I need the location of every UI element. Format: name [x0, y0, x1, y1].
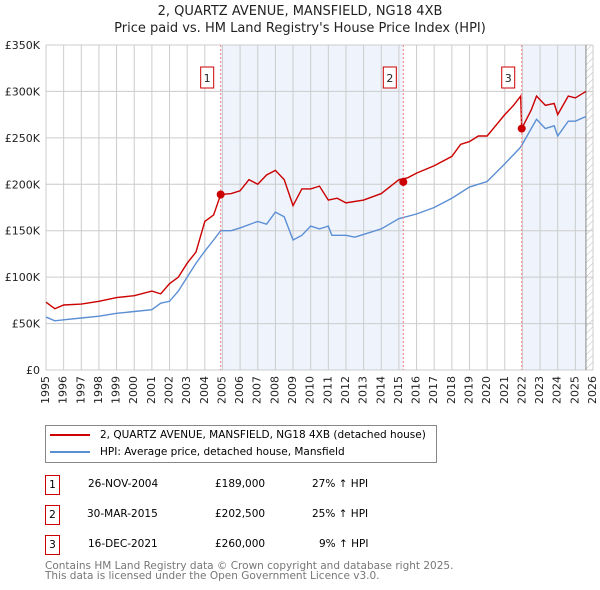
legend: 2, QUARTZ AVENUE, MANSFIELD, NG18 4XB (d…	[45, 425, 437, 463]
legend-label: 2, QUARTZ AVENUE, MANSFIELD, NG18 4XB (d…	[100, 429, 426, 441]
footer-copyright: Contains HM Land Registry data © Crown c…	[45, 560, 454, 572]
price-chart: 1995 1996 1997 1998 1999 2000 2001 2002 2003 2004…	[5, 39, 599, 404]
sale-marker: 1	[45, 475, 60, 495]
y-tick-label: £0	[26, 364, 40, 377]
x-tick-label: 2018	[445, 376, 458, 404]
x-tick-label: 2026	[586, 376, 599, 404]
sale-date: 30-MAR-2015	[87, 508, 158, 520]
x-tick-label: 2022	[515, 376, 528, 404]
x-tick-label: 2010	[304, 376, 317, 404]
x-tick-label: 2015	[392, 376, 405, 404]
sale-price: £260,000	[215, 538, 266, 550]
x-tick-label: 2021	[498, 376, 511, 404]
sale-marker: 3	[45, 535, 60, 555]
sale-label-box	[200, 66, 215, 89]
x-tick-label: 2013	[357, 376, 370, 404]
x-tick-label: 2023	[533, 376, 546, 404]
legend-item-property: 2, QUARTZ AVENUE, MANSFIELD, NG18 4XB (d…	[50, 429, 426, 441]
x-tick-label: 1996	[57, 376, 70, 404]
x-tick-label: 2020	[480, 376, 493, 404]
legend-label: HPI: Average price, detached house, Mans…	[100, 446, 345, 458]
sale-label: 3	[505, 72, 512, 85]
x-tick-label: 1995	[39, 376, 52, 404]
x-tick-label: 2006	[233, 376, 246, 404]
y-tick-label: £50K	[12, 318, 41, 331]
legend-swatch-blue	[50, 451, 90, 453]
x-tick-label: 2003	[180, 376, 193, 404]
sale-hpi: 25% ↑ HPI	[312, 508, 369, 520]
sale-label: 1	[204, 72, 211, 85]
sale-date: 26-NOV-2004	[88, 478, 159, 490]
sale-label-box	[501, 66, 516, 89]
x-tick-label: 2011	[321, 376, 334, 404]
x-tick-label: 2024	[551, 376, 564, 404]
x-tick-label: 2017	[427, 376, 440, 404]
y-tick-label: £300K	[5, 85, 41, 98]
y-tick-label: £200K	[5, 178, 41, 191]
x-tick-label: 2002	[163, 376, 176, 404]
sale-point	[399, 177, 408, 186]
sale-period-shading	[220, 45, 404, 370]
x-tick-label: 2004	[198, 376, 211, 404]
x-tick-label: 2001	[145, 376, 158, 404]
x-tick-label: 1998	[92, 376, 105, 404]
footer-licence: This data is licensed under the Open Gov…	[45, 570, 380, 582]
sale-hpi: 9% ↑ HPI	[319, 538, 369, 550]
x-tick-label: 2014	[374, 376, 387, 404]
chart-title: 2, QUARTZ AVENUE, MANSFIELD, NG18 4XB	[157, 4, 443, 19]
x-tick-label: 2025	[568, 376, 581, 404]
x-tick-label: 2009	[286, 376, 299, 404]
sale-label: 2	[386, 72, 393, 85]
sale-date: 16-DEC-2021	[88, 538, 158, 550]
x-tick-label: 2000	[127, 376, 140, 404]
x-tick-label: 2005	[215, 376, 228, 404]
sale-point	[216, 190, 225, 199]
sale-hpi: 27% ↑ HPI	[312, 478, 369, 490]
y-tick-label: £150K	[5, 225, 41, 238]
x-tick-label: 2016	[410, 376, 423, 404]
sale-price: £202,500	[215, 508, 266, 520]
sale-period-shading	[521, 45, 586, 370]
forecast-hatch	[585, 45, 593, 370]
sale-label-box	[382, 66, 397, 89]
x-tick-label: 1997	[74, 376, 87, 404]
property-price-line	[45, 90, 587, 310]
y-tick-label: £100K	[5, 271, 41, 284]
x-tick-label: 2007	[251, 376, 264, 404]
chart-subtitle: Price paid vs. HM Land Registry's House …	[114, 21, 486, 36]
sale-price: £189,000	[215, 478, 266, 490]
x-tick-label: 1999	[110, 376, 123, 404]
x-tick-label: 2019	[462, 376, 475, 404]
hpi-line	[45, 115, 587, 322]
x-tick-label: 2008	[268, 376, 281, 404]
sale-point	[517, 124, 526, 133]
sale-marker: 2	[45, 505, 60, 525]
legend-swatch-red	[50, 434, 90, 436]
y-tick-label: £350K	[5, 39, 41, 52]
y-tick-label: £250K	[5, 132, 41, 145]
legend-item-hpi: HPI: Average price, detached house, Mans…	[50, 446, 345, 458]
x-tick-label: 2012	[339, 376, 352, 404]
